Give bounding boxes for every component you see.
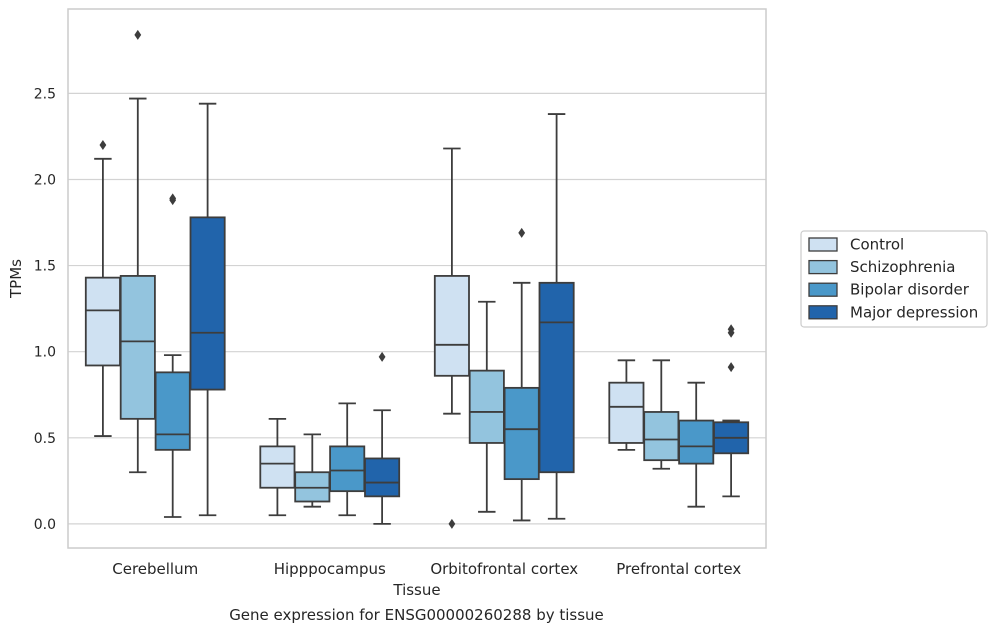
box-body [329,445,366,493]
box-body [503,386,540,481]
outlier-point [378,351,386,362]
box-body [643,411,680,462]
plot-frame [67,8,767,549]
y-tick-label: 1.5 [34,259,56,275]
box-body [259,445,296,489]
x-tick-label: Cerebellum [112,560,198,578]
box-3-0 [608,359,645,451]
box-1-0 [259,417,296,517]
box-0-3 [189,102,226,517]
legend-swatch [808,237,838,252]
box-0-2 [154,193,191,518]
x-tick-label: Orbitofrontal cortex [430,560,578,578]
x-axis-label: Tissue [392,581,440,599]
box-3-3 [713,324,750,498]
outlier-point [448,518,456,529]
box-2-2 [503,227,540,522]
y-tick-label: 0.0 [34,517,56,533]
legend-swatch [808,282,838,297]
y-axis-label: TPMs [7,259,25,299]
box-body [154,371,191,451]
box-2-1 [468,300,505,513]
box-body [119,275,156,420]
box-body [364,457,401,498]
box-1-2 [329,402,366,517]
legend: Control Schizophrenia Bipolar disorder Majo… [800,230,988,328]
box-1-3 [364,351,401,525]
outlier-point [518,227,526,238]
outlier-point [99,140,107,151]
box-0-1 [119,29,156,474]
legend-label: Bipolar disorder [850,281,970,299]
box-0-0 [84,140,121,437]
box-body [468,369,505,444]
box-2-3 [538,113,575,520]
box-body [538,281,575,474]
box-body [433,275,470,377]
legend-label: Control [850,236,904,254]
y-tick-label: 2.0 [34,172,56,188]
legend-swatch [808,259,838,275]
box-body [84,276,121,367]
box-body [608,381,645,444]
outlier-point [134,29,142,40]
legend-label: Schizophrenia [850,258,955,276]
box-body [678,419,715,465]
outlier-point [727,324,735,335]
box-body [189,216,226,391]
legend-label: Major depression [850,303,978,321]
box-3-1 [643,359,680,470]
outlier-point [169,193,177,204]
y-tick-label: 0.5 [34,431,56,447]
box-2-0 [433,147,470,529]
y-tick-label: 1.0 [34,345,56,361]
box-1-1 [294,433,331,508]
y-tick-label: 2.5 [34,86,56,102]
legend-swatch [808,305,838,320]
box-3-2 [678,381,715,508]
legend-frame [800,230,988,328]
x-tick-label: Prefrontal cortex [616,560,741,578]
figure-caption: Gene expression for ENSG00000260288 by t… [229,606,604,624]
outlier-point [727,362,735,373]
x-tick-label: Hipppocampus [274,560,386,578]
